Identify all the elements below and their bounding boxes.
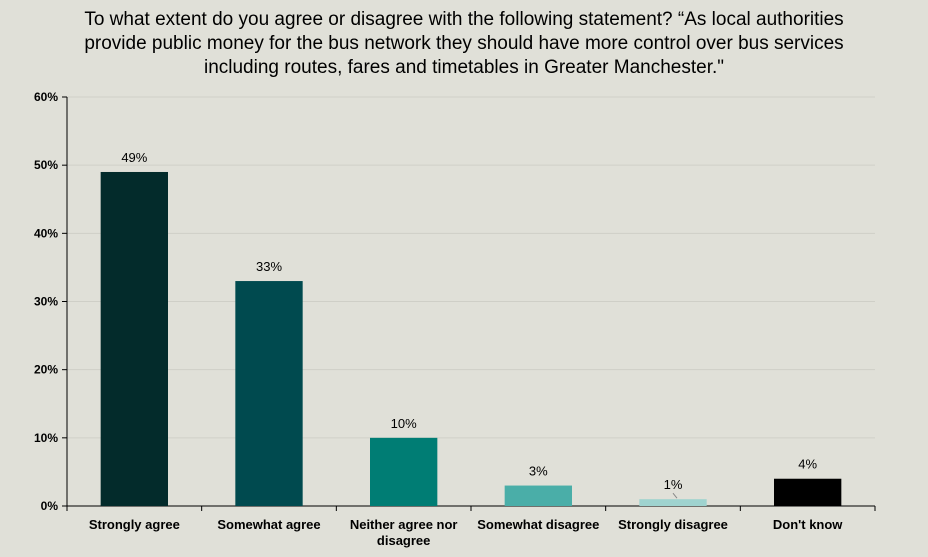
bar: [774, 478, 842, 506]
data-label: 3%: [529, 464, 548, 479]
bar: [639, 499, 707, 506]
data-label: 4%: [798, 457, 817, 472]
x-tick-label: Somewhat disagree: [477, 517, 599, 532]
y-tick-label: 50%: [34, 158, 58, 172]
y-tick-label: 40%: [34, 226, 58, 240]
y-tick-label: 60%: [34, 90, 58, 104]
data-label: 1%: [664, 477, 683, 492]
bar: [100, 171, 168, 506]
bar: [370, 437, 438, 506]
x-tick-label: Strongly disagree: [618, 517, 728, 532]
data-label: 10%: [391, 416, 417, 431]
x-tick-label: Don't know: [773, 517, 843, 532]
bar: [504, 485, 572, 506]
y-tick-label: 10%: [34, 431, 58, 445]
y-tick-label: 30%: [34, 295, 58, 309]
x-tick-label: Neither agree nor disagree: [350, 517, 458, 548]
y-tick-label: 0%: [41, 499, 59, 513]
data-label: 33%: [256, 259, 282, 274]
bar: [235, 281, 303, 506]
data-label-leader: [672, 492, 678, 499]
x-tick-label: Somewhat agree: [217, 517, 320, 532]
y-tick-label: 20%: [34, 363, 58, 377]
x-tick-label: Strongly agree: [89, 517, 180, 532]
chart-title: To what extent do you agree or disagree …: [84, 9, 844, 78]
data-label: 49%: [121, 150, 147, 165]
